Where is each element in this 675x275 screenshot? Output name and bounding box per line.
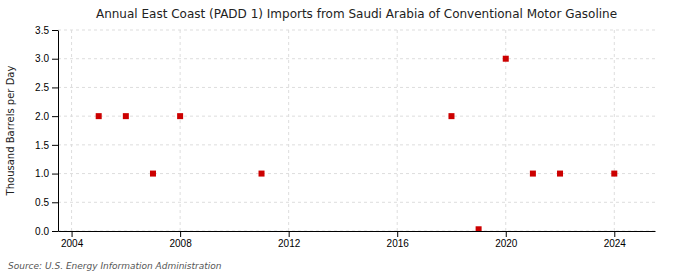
- y-tick: 1.0: [35, 168, 58, 179]
- grid: [58, 30, 655, 231]
- grid-line-y: [58, 116, 655, 117]
- x-tick-label: 2016: [387, 238, 410, 249]
- grid-line-y: [58, 144, 655, 145]
- point: [557, 171, 563, 177]
- y-tick-label: 3.0: [35, 53, 49, 64]
- x-tick-mark: [614, 231, 615, 237]
- y-tick-label: 3.5: [35, 25, 49, 36]
- x-tick-label: 2020: [495, 238, 518, 249]
- grid-line-x: [180, 30, 181, 231]
- y-tick-mark: [52, 145, 58, 146]
- y-tick-mark: [52, 59, 58, 60]
- y-tick-label: 1.5: [35, 140, 49, 151]
- point: [259, 171, 265, 177]
- y-axis-title: Thousand Barrels per Day: [5, 66, 16, 197]
- y-tick: 1.5: [35, 140, 58, 151]
- grid-line-y: [58, 231, 655, 232]
- y-tick: 3.5: [35, 25, 58, 36]
- y-axis-line: [58, 31, 59, 232]
- x-axis: 2004 2008 2012 2016 2020 2024: [59, 231, 656, 249]
- x-tick: 2008: [169, 231, 192, 249]
- plot: 2004 2008 2012 2016 2020 2024 0.0 0.5 1.0 1.5 2.0 2…: [35, 25, 655, 249]
- y-tick-mark: [52, 174, 58, 175]
- grid-line-y: [58, 173, 655, 174]
- grid-line-y: [58, 30, 655, 31]
- x-tick: 2012: [278, 231, 301, 249]
- point: [123, 113, 129, 119]
- chart: 2004 2008 2012 2016 2020 2024 0.0 0.5 1.0 1.5 2.0 2…: [0, 0, 675, 275]
- x-tick: 2004: [61, 231, 84, 249]
- grid-line-y: [58, 58, 655, 59]
- x-tick-mark: [397, 231, 398, 237]
- source: Source: U.S. Energy Information Administ…: [8, 261, 222, 271]
- y-tick-label: 0.5: [35, 197, 49, 208]
- x-tick-label: 2008: [169, 238, 192, 249]
- grid-line-y: [58, 202, 655, 203]
- point: [503, 56, 509, 62]
- x-tick-mark: [289, 231, 290, 237]
- y-tick: 0.0: [35, 226, 58, 237]
- point: [476, 226, 482, 231]
- grid-line-y: [58, 87, 655, 88]
- y-tick-mark: [52, 116, 58, 117]
- x-tick-label: 2004: [61, 238, 84, 249]
- y-tick: 2.0: [35, 111, 58, 122]
- point: [611, 171, 617, 177]
- y-tick-mark: [52, 202, 58, 203]
- x-tick: 2020: [495, 231, 518, 249]
- y-tick: 2.5: [35, 82, 58, 93]
- x-tick: 2024: [604, 231, 627, 249]
- y-tick: 3.0: [35, 53, 58, 64]
- y-axis: 0.0 0.5 1.0 1.5 2.0 2.5 3.0 3.5: [35, 25, 58, 237]
- grid-line-x: [71, 30, 72, 231]
- y-tick-mark: [52, 30, 58, 31]
- y-tick-label: 2.0: [35, 111, 49, 122]
- title: Annual East Coast (PADD 1) Imports from …: [96, 7, 617, 21]
- y-tick-label: 1.0: [35, 168, 49, 179]
- x-tick-label: 2024: [604, 238, 627, 249]
- points: [96, 56, 618, 231]
- grid-line-x: [614, 30, 615, 231]
- point: [177, 113, 183, 119]
- point: [530, 171, 536, 177]
- point: [150, 171, 156, 177]
- y-tick: 0.5: [35, 197, 58, 208]
- y-tick-label: 0.0: [35, 226, 49, 237]
- y-tick-mark: [52, 87, 58, 88]
- x-tick-mark: [506, 231, 507, 237]
- point: [448, 113, 454, 119]
- point: [96, 113, 102, 119]
- grid-line-x: [288, 30, 289, 231]
- y-tick-label: 2.5: [35, 82, 49, 93]
- x-axis-line: [59, 231, 656, 232]
- x-tick: 2016: [387, 231, 410, 249]
- x-tick-label: 2012: [278, 238, 301, 249]
- grid-line-x: [397, 30, 398, 231]
- x-tick-mark: [72, 231, 73, 237]
- y-tick-mark: [52, 231, 58, 232]
- x-tick-mark: [180, 231, 181, 237]
